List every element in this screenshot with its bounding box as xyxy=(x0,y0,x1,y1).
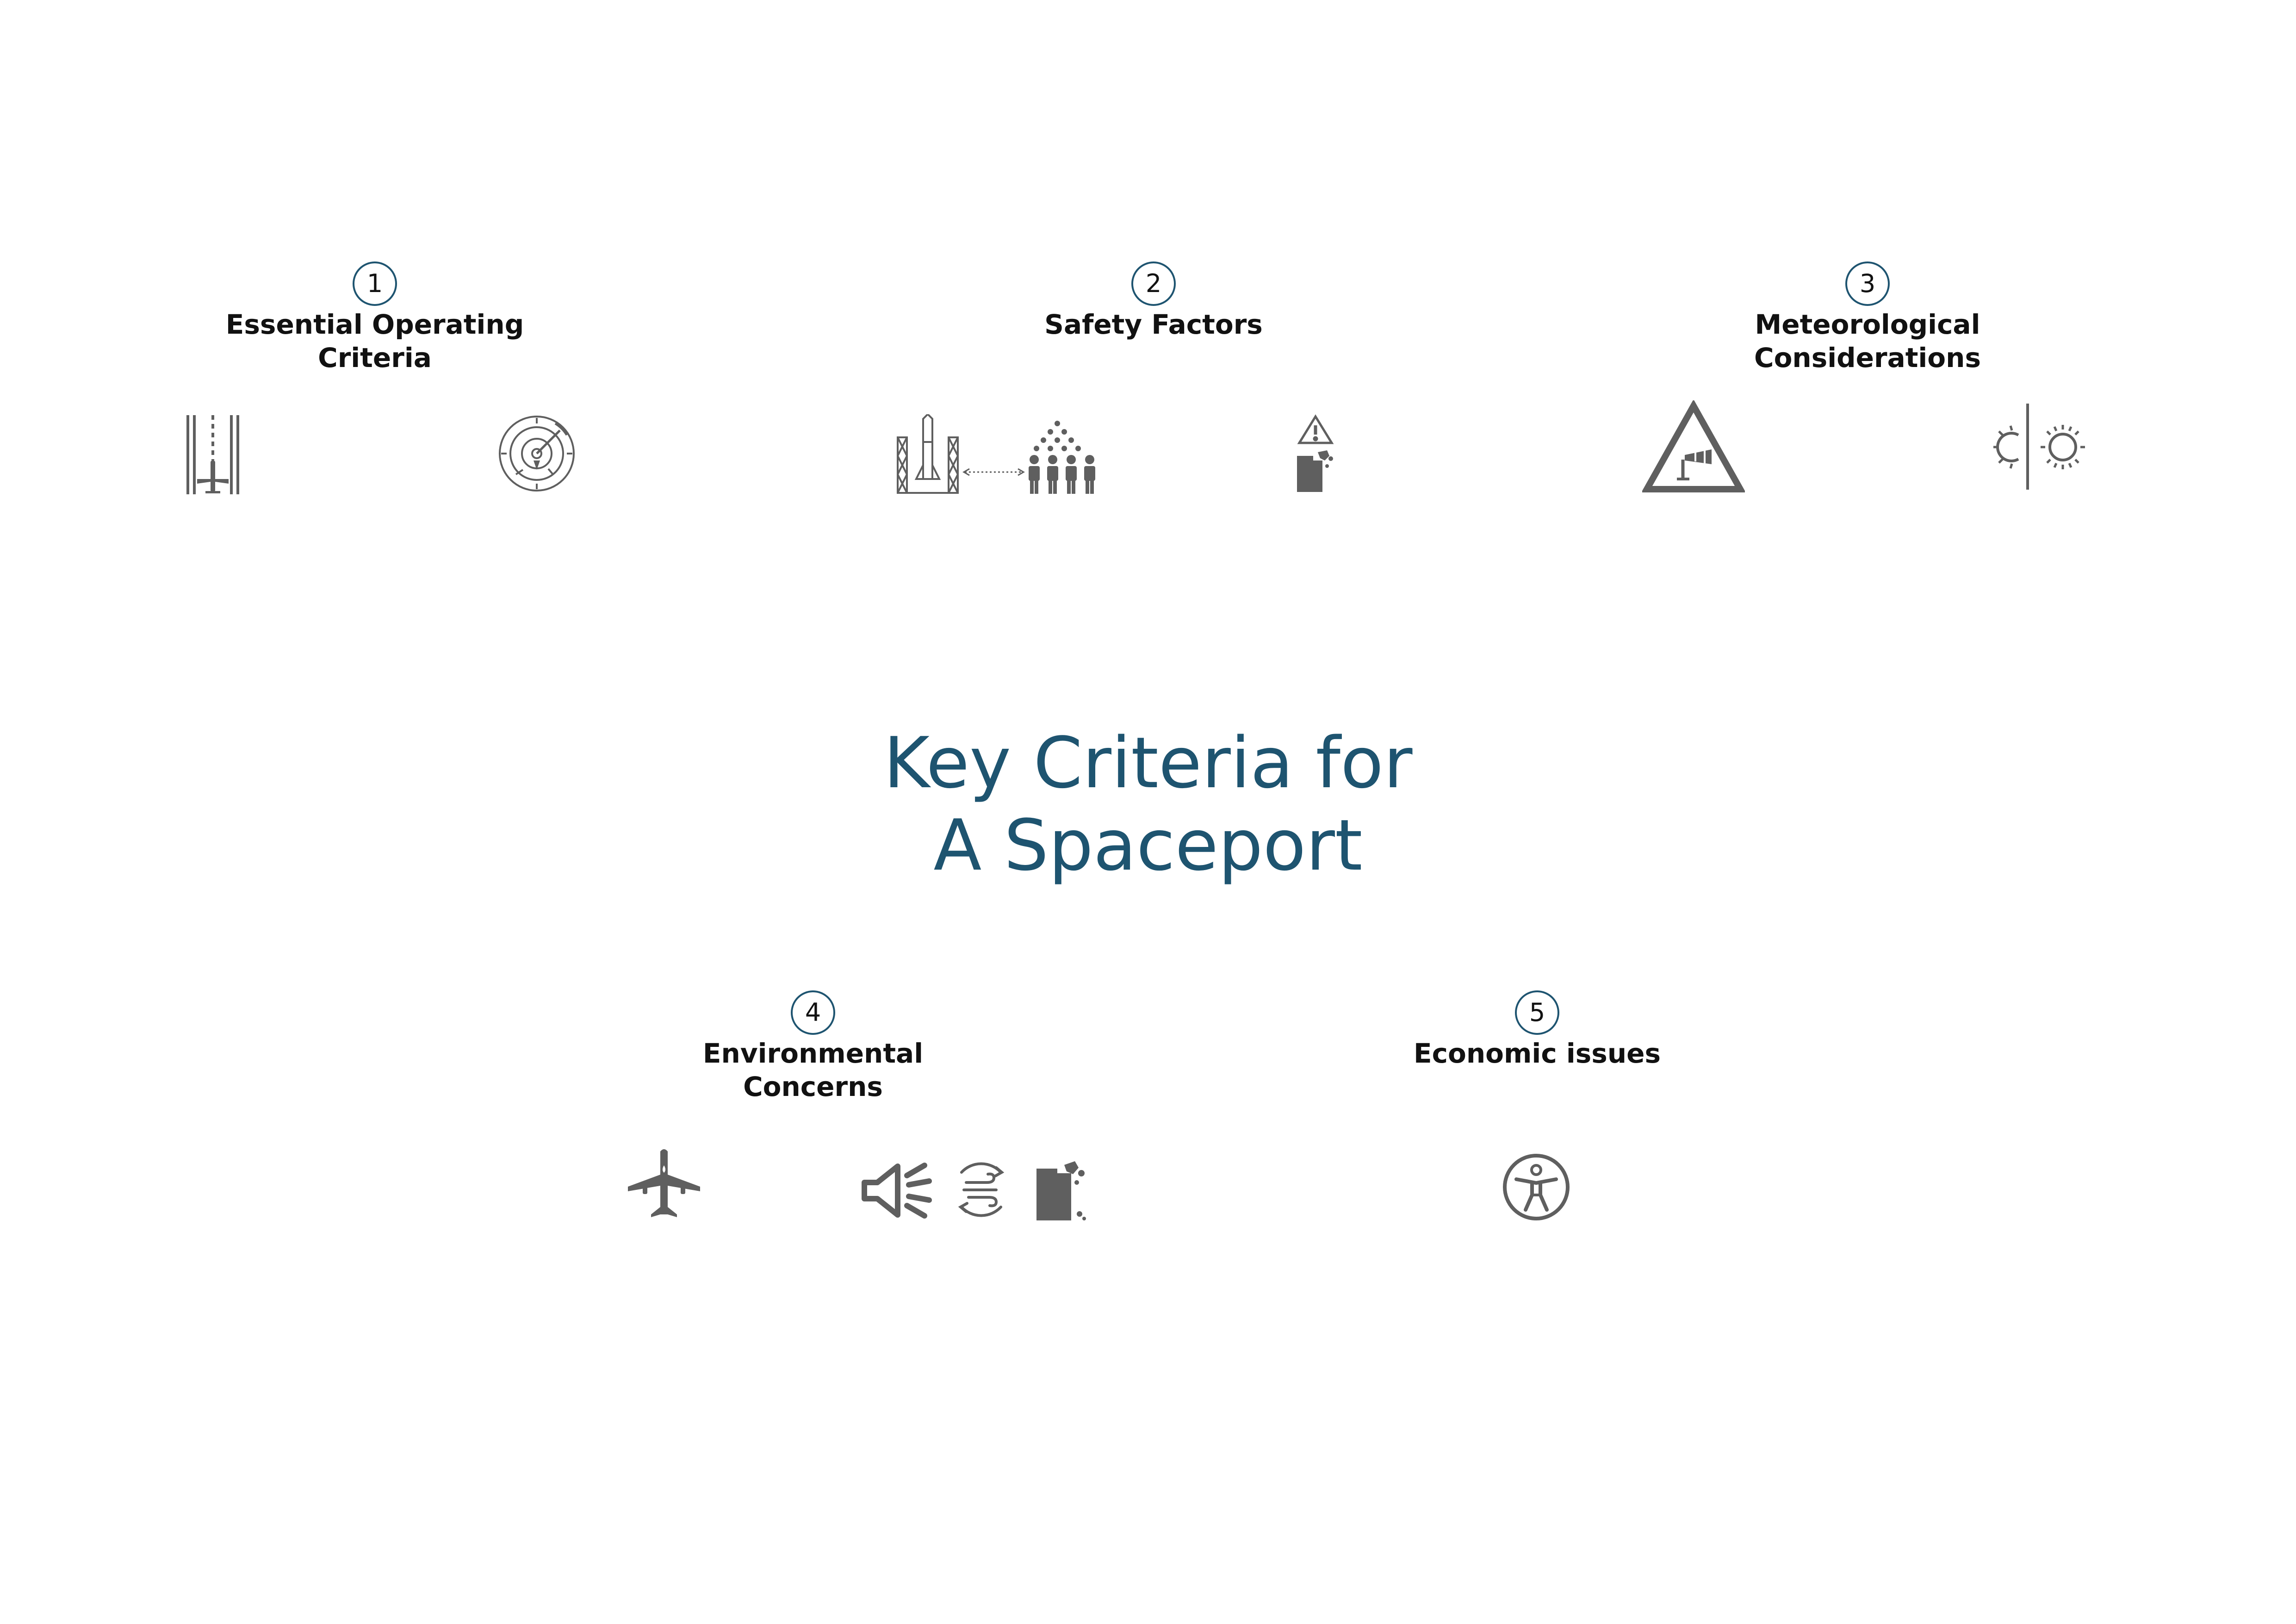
main-title: Key Criteria for A Spaceport xyxy=(883,722,1413,886)
criterion-number-badge: 4 xyxy=(791,990,835,1035)
criterion-number-badge: 2 xyxy=(1131,261,1176,306)
criterion-1: 1 Essential Operating Criteria xyxy=(167,261,583,374)
windsock-warning-icon xyxy=(1642,400,1745,493)
daylight-icon xyxy=(1985,403,2094,491)
criterion-number-badge: 5 xyxy=(1515,990,1559,1035)
criterion-4: 4 Environmental Concerns xyxy=(605,990,1021,1103)
criterion-title: Meteorological Considerations xyxy=(1754,309,1981,373)
criterion-2: 2 Safety Factors xyxy=(945,261,1362,341)
criterion-number-badge: 3 xyxy=(1845,261,1890,306)
fuel-pollution-icon xyxy=(1034,1159,1087,1222)
criterion-title: Environmental Concerns xyxy=(702,1038,924,1102)
air-quality-icon xyxy=(950,1158,1012,1221)
criterion-title: Essential Operating Criteria xyxy=(225,309,524,373)
accessibility-icon xyxy=(1502,1152,1571,1222)
runway-icon xyxy=(185,414,241,495)
radar-icon xyxy=(497,414,576,493)
hazardous-fuel-icon xyxy=(1295,414,1336,494)
criterion-title: Safety Factors xyxy=(1044,309,1263,340)
criterion-title: Economic issues xyxy=(1414,1038,1661,1069)
criterion-number-badge: 1 xyxy=(353,261,397,306)
criterion-3: 3 Meteorological Considerations xyxy=(1659,261,2076,374)
launch-pad-crowd-distance-icon xyxy=(895,414,1104,495)
aircraft-icon xyxy=(627,1147,701,1221)
noise-icon xyxy=(861,1162,934,1220)
criterion-5: 5 Economic issues xyxy=(1329,990,1745,1070)
